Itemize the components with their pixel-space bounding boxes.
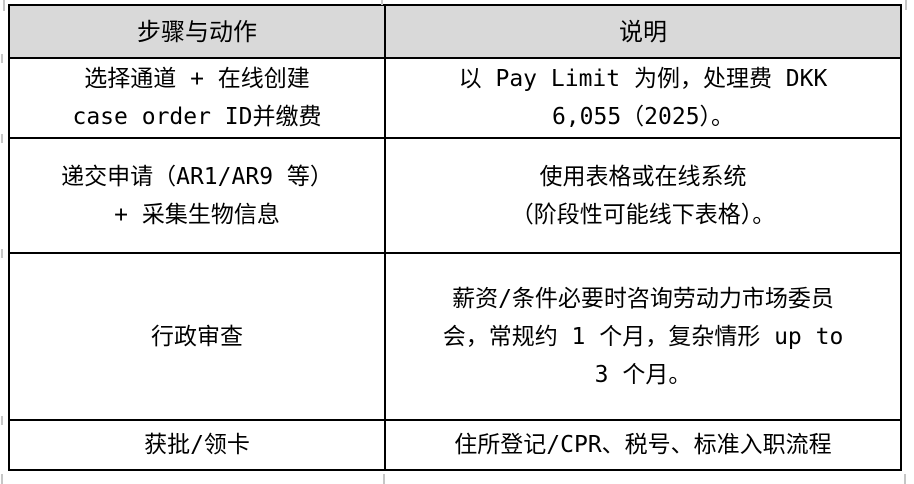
gridline-stub — [1, 474, 3, 484]
gridline-stub — [904, 474, 906, 484]
text-line: 使用表格或在线系统 — [539, 163, 747, 190]
text-line: 6,055（2025）。 — [551, 104, 735, 130]
cell-step-1: 选择通道 + 在线创建 case order ID并缴费 — [8, 57, 386, 139]
text-line: + 采集生物信息 — [114, 201, 280, 228]
gridline-stub — [1, 54, 3, 63]
text-line: 以 Pay Limit 为例，处理费 DKK — [458, 66, 828, 92]
table-header-row: 步骤与动作 说明 — [8, 4, 902, 59]
cell-desc-1: 以 Pay Limit 为例，处理费 DKK 6,055（2025）。 — [384, 57, 902, 139]
gridline-stub — [905, 0, 907, 10]
cell-desc-4: 住所登记/CPR、税号、标准入职流程 — [384, 419, 902, 471]
cell-desc-3: 薪资/条件必要时咨询劳动力市场委员 会，常规约 1 个月，复杂情形 up to … — [384, 252, 902, 421]
text-line: 会，常规约 1 个月，复杂情形 up to — [442, 323, 844, 350]
text-line: 递交申请（AR1/AR9 等） — [61, 163, 333, 190]
text-line: 住所登记/CPR、税号、标准入职流程 — [454, 432, 832, 458]
text-line: 行政审查 — [151, 323, 243, 350]
gridline-stub — [1, 134, 3, 143]
text-line: 3 个月。 — [594, 361, 692, 388]
gridline-stub — [381, 0, 383, 5]
text-line: 选择通道 + 在线创建 — [84, 66, 310, 92]
cell-step-3: 行政审查 — [8, 252, 386, 421]
cell-desc-2: 使用表格或在线系统 （阶段性可能线下表格）。 — [384, 137, 902, 254]
cell-step-4: 获批/领卡 — [8, 419, 386, 471]
text-line: 获批/领卡 — [144, 432, 250, 458]
cell-step-2: 递交申请（AR1/AR9 等） + 采集生物信息 — [8, 137, 386, 254]
header-cell-steps: 步骤与动作 — [8, 4, 386, 59]
text-line: （阶段性可能线下表格）。 — [510, 201, 776, 228]
table-row: 获批/领卡 住所登记/CPR、税号、标准入职流程 — [8, 419, 902, 471]
gridline-stub — [383, 474, 385, 484]
gridline-stub — [1, 416, 3, 425]
text-line: case order ID并缴费 — [72, 104, 322, 130]
table-row: 递交申请（AR1/AR9 等） + 采集生物信息 使用表格或在线系统 （阶段性可… — [8, 137, 902, 254]
gridline-stub — [1, 249, 3, 258]
text-line: 薪资/条件必要时咨询劳动力市场委员 — [452, 285, 834, 312]
gridline-stub — [3, 0, 5, 11]
header-cell-description: 说明 — [384, 4, 902, 59]
table-row: 选择通道 + 在线创建 case order ID并缴费 以 Pay Limit… — [8, 57, 902, 139]
procedure-table: 步骤与动作 说明 选择通道 + 在线创建 case order ID并缴费 以 … — [8, 4, 902, 471]
table-row: 行政审查 薪资/条件必要时咨询劳动力市场委员 会，常规约 1 个月，复杂情形 u… — [8, 252, 902, 421]
